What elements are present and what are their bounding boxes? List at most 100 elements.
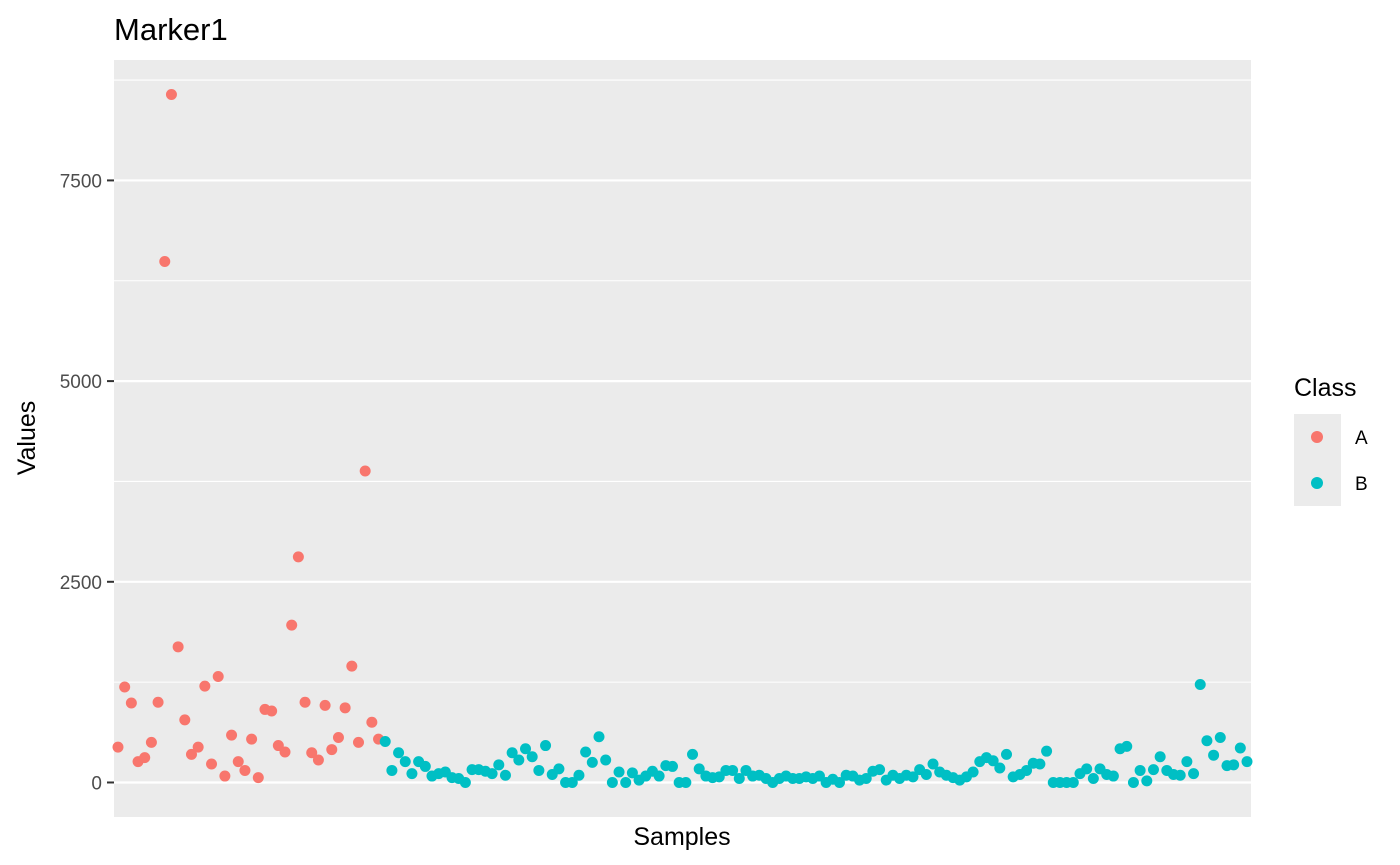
- data-points: [112, 89, 1253, 788]
- data-point-b: [553, 763, 565, 775]
- data-point-b: [927, 758, 939, 770]
- legend-label-a: A: [1355, 428, 1368, 449]
- data-point-b: [1087, 772, 1099, 784]
- data-point-a: [299, 696, 311, 708]
- data-point-b: [540, 740, 552, 752]
- data-point-b: [1188, 768, 1200, 780]
- data-point-a: [179, 714, 191, 726]
- data-point-b: [727, 764, 739, 776]
- data-point-b: [1214, 732, 1226, 744]
- data-point-b: [920, 768, 932, 780]
- data-point-b: [379, 736, 391, 748]
- data-point-a: [359, 465, 371, 477]
- data-point-b: [399, 756, 411, 768]
- y-axis-label: Values: [13, 401, 41, 476]
- data-point-b: [994, 762, 1006, 774]
- data-point-b: [1147, 764, 1159, 776]
- data-point-b: [1174, 769, 1186, 781]
- data-point-a: [145, 736, 157, 748]
- data-point-a: [292, 551, 304, 563]
- data-point-a: [246, 733, 258, 745]
- data-point-a: [232, 756, 244, 768]
- data-point-a: [312, 754, 324, 766]
- data-point-b: [1208, 749, 1220, 761]
- data-point-b: [533, 764, 545, 776]
- data-point-a: [172, 641, 184, 653]
- data-point-b: [493, 759, 505, 771]
- data-point-b: [860, 772, 872, 784]
- data-point-b: [620, 776, 632, 788]
- data-point-b: [693, 763, 705, 775]
- y-tick-label: 2500: [60, 573, 102, 594]
- plot-panel: [114, 60, 1251, 817]
- data-point-a: [192, 741, 204, 753]
- data-point-b: [520, 743, 532, 755]
- data-point-b: [459, 776, 471, 788]
- legend-label-b: B: [1355, 474, 1368, 495]
- data-point-b: [1121, 740, 1133, 752]
- data-point-a: [125, 697, 137, 709]
- data-point-b: [406, 768, 418, 780]
- data-point-b: [1067, 776, 1079, 788]
- data-point-a: [239, 764, 251, 776]
- data-point-b: [513, 754, 525, 766]
- legend-key-b: [1311, 477, 1323, 489]
- data-point-a: [279, 746, 291, 758]
- data-point-a: [332, 732, 344, 744]
- data-point-b: [593, 731, 605, 743]
- data-point-b: [1134, 764, 1146, 776]
- data-point-a: [212, 671, 224, 683]
- data-point-b: [393, 747, 405, 759]
- data-point-a: [199, 680, 211, 692]
- legend-title: Class: [1294, 374, 1357, 402]
- data-point-b: [580, 746, 592, 758]
- data-point-b: [653, 770, 665, 782]
- data-point-b: [566, 776, 578, 788]
- data-point-a: [152, 696, 164, 708]
- data-point-a: [286, 619, 298, 631]
- data-point-b: [1107, 770, 1119, 782]
- data-point-b: [419, 760, 431, 772]
- data-point-b: [613, 766, 625, 778]
- data-point-b: [874, 764, 886, 776]
- data-point-a: [352, 736, 364, 748]
- data-point-a: [119, 681, 131, 693]
- data-point-a: [319, 699, 331, 711]
- data-point-a: [165, 89, 177, 101]
- data-point-b: [1234, 742, 1246, 754]
- data-point-b: [606, 776, 618, 788]
- data-point-b: [680, 776, 692, 788]
- data-point-a: [326, 744, 338, 756]
- data-point-b: [1041, 745, 1053, 757]
- y-tick-label: 0: [91, 773, 102, 794]
- data-point-b: [1001, 748, 1013, 760]
- data-point-b: [1181, 756, 1193, 768]
- data-point-a: [206, 758, 218, 770]
- data-point-b: [1021, 764, 1033, 776]
- data-point-b: [1228, 759, 1240, 771]
- data-point-b: [573, 769, 585, 781]
- data-point-a: [366, 716, 378, 728]
- data-point-b: [1241, 756, 1253, 768]
- data-point-a: [252, 772, 264, 784]
- chart-title: Marker1: [114, 12, 228, 47]
- data-point-a: [159, 255, 171, 267]
- x-axis-label: Samples: [633, 823, 730, 851]
- data-point-b: [499, 769, 511, 781]
- data-point-a: [306, 747, 318, 759]
- data-point-a: [112, 741, 124, 753]
- data-point-b: [987, 755, 999, 767]
- data-point-b: [1127, 776, 1139, 788]
- data-point-b: [526, 751, 538, 763]
- data-point-b: [506, 747, 518, 759]
- data-point-b: [600, 754, 612, 766]
- data-point-a: [339, 702, 351, 714]
- data-point-b: [1034, 758, 1046, 770]
- data-point-a: [266, 705, 278, 717]
- data-point-a: [185, 748, 197, 760]
- data-point-b: [1194, 679, 1206, 691]
- data-point-a: [219, 770, 231, 782]
- y-tick-label: 5000: [60, 372, 102, 393]
- data-point-b: [486, 768, 498, 780]
- minor-gridlines: [114, 79, 1251, 683]
